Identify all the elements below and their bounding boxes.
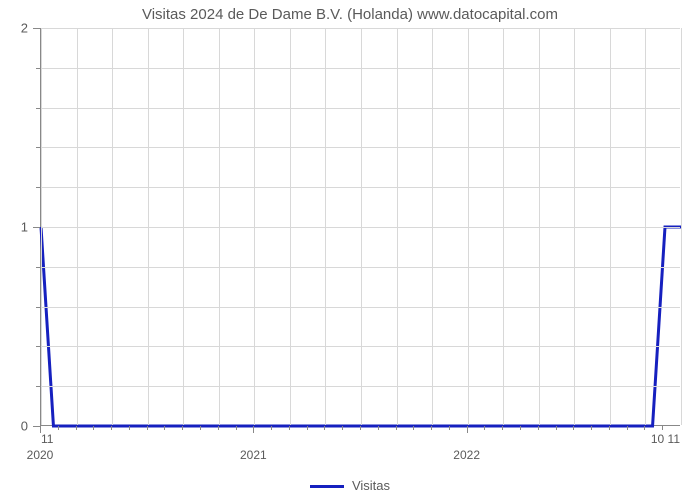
ytick-minor [36, 147, 40, 148]
chart-container: Visitas 2024 de De Dame B.V. (Holanda) w… [0, 0, 700, 500]
ytick-label: 0 [0, 419, 28, 434]
xtick-minor [484, 426, 485, 430]
grid-horizontal [41, 307, 680, 308]
xtick-minor [93, 426, 94, 430]
ytick-minor [36, 187, 40, 188]
xtick-minor [58, 426, 59, 430]
xtick-minor [556, 426, 557, 430]
legend: Visitas [0, 478, 700, 493]
xtick-minor [396, 426, 397, 430]
grid-horizontal [41, 346, 680, 347]
ytick-minor [36, 267, 40, 268]
xtick-label: 2021 [240, 448, 267, 462]
xtick-minor [218, 426, 219, 430]
xtick-minor [111, 426, 112, 430]
xtick-minor [591, 426, 592, 430]
grid-horizontal [41, 187, 680, 188]
xtick-label: 2020 [27, 448, 54, 462]
grid-horizontal [41, 28, 680, 29]
xtick-minor [609, 426, 610, 430]
ytick-minor [36, 68, 40, 69]
xtick-label: 2022 [453, 448, 480, 462]
x-range-end-label: 10 11 [651, 432, 680, 446]
legend-swatch [310, 485, 344, 488]
grid-horizontal [41, 68, 680, 69]
grid-horizontal [41, 108, 680, 109]
xtick-minor [520, 426, 521, 430]
xtick-minor [307, 426, 308, 430]
xtick-major [253, 426, 254, 433]
xtick-minor [182, 426, 183, 430]
xtick-minor [413, 426, 414, 430]
ytick-label: 2 [0, 21, 28, 36]
ytick-major [33, 426, 40, 427]
xtick-minor [129, 426, 130, 430]
ytick-minor [36, 386, 40, 387]
xtick-minor [627, 426, 628, 430]
ytick-label: 1 [0, 220, 28, 235]
xtick-minor [573, 426, 574, 430]
xtick-minor [378, 426, 379, 430]
xtick-minor [147, 426, 148, 430]
ytick-minor [36, 346, 40, 347]
xtick-minor [342, 426, 343, 430]
x-range-start-label: 11 [41, 432, 53, 446]
xtick-minor [164, 426, 165, 430]
ytick-major [33, 28, 40, 29]
xtick-minor [200, 426, 201, 430]
xtick-minor [431, 426, 432, 430]
xtick-major [467, 426, 468, 433]
grid-horizontal [41, 147, 680, 148]
xtick-minor [449, 426, 450, 430]
ytick-major [33, 227, 40, 228]
grid-vertical [681, 28, 682, 425]
ytick-minor [36, 108, 40, 109]
ytick-minor [36, 307, 40, 308]
plot-area [40, 28, 680, 426]
xtick-minor [644, 426, 645, 430]
grid-horizontal [41, 267, 680, 268]
grid-horizontal [41, 227, 680, 228]
xtick-minor [502, 426, 503, 430]
xtick-minor [236, 426, 237, 430]
xtick-minor [289, 426, 290, 430]
xtick-minor [324, 426, 325, 430]
xtick-minor [271, 426, 272, 430]
xtick-minor [538, 426, 539, 430]
chart-title: Visitas 2024 de De Dame B.V. (Holanda) w… [0, 6, 700, 23]
xtick-minor [76, 426, 77, 430]
grid-horizontal [41, 386, 680, 387]
xtick-minor [662, 426, 663, 430]
legend-label: Visitas [352, 478, 390, 493]
xtick-minor [360, 426, 361, 430]
